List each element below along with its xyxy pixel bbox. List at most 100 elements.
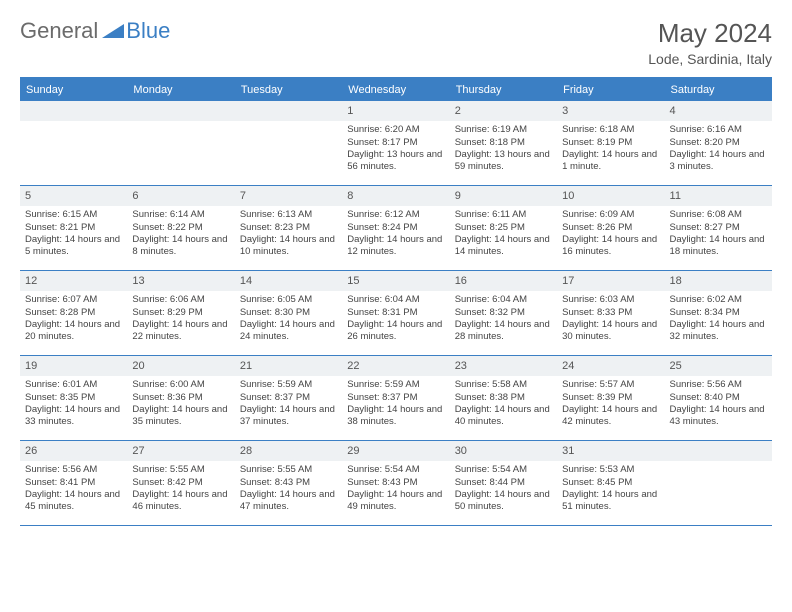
week-row: 19Sunrise: 6:01 AMSunset: 8:35 PMDayligh… <box>20 356 772 441</box>
logo: General Blue <box>20 18 170 44</box>
day-number <box>665 441 772 461</box>
day-content: Sunrise: 5:58 AMSunset: 8:38 PMDaylight:… <box>450 376 557 434</box>
day-cell: 31Sunrise: 5:53 AMSunset: 8:45 PMDayligh… <box>557 441 664 525</box>
day-header: Wednesday <box>342 79 449 101</box>
day-content: Sunrise: 6:11 AMSunset: 8:25 PMDaylight:… <box>450 206 557 264</box>
day-content: Sunrise: 6:04 AMSunset: 8:32 PMDaylight:… <box>450 291 557 349</box>
day-content: Sunrise: 6:03 AMSunset: 8:33 PMDaylight:… <box>557 291 664 349</box>
day-number: 30 <box>450 441 557 461</box>
day-cell: 10Sunrise: 6:09 AMSunset: 8:26 PMDayligh… <box>557 186 664 270</box>
day-header-row: SundayMondayTuesdayWednesdayThursdayFrid… <box>20 79 772 101</box>
day-cell <box>665 441 772 525</box>
day-cell: 20Sunrise: 6:00 AMSunset: 8:36 PMDayligh… <box>127 356 234 440</box>
day-number: 12 <box>20 271 127 291</box>
day-number: 20 <box>127 356 234 376</box>
day-cell: 23Sunrise: 5:58 AMSunset: 8:38 PMDayligh… <box>450 356 557 440</box>
day-cell <box>20 101 127 185</box>
day-content: Sunrise: 5:54 AMSunset: 8:43 PMDaylight:… <box>342 461 449 519</box>
day-number: 1 <box>342 101 449 121</box>
day-header: Sunday <box>20 79 127 101</box>
day-cell: 15Sunrise: 6:04 AMSunset: 8:31 PMDayligh… <box>342 271 449 355</box>
day-number: 11 <box>665 186 772 206</box>
day-content: Sunrise: 5:59 AMSunset: 8:37 PMDaylight:… <box>235 376 342 434</box>
day-cell: 17Sunrise: 6:03 AMSunset: 8:33 PMDayligh… <box>557 271 664 355</box>
day-number: 3 <box>557 101 664 121</box>
day-number: 14 <box>235 271 342 291</box>
day-content: Sunrise: 6:05 AMSunset: 8:30 PMDaylight:… <box>235 291 342 349</box>
day-number: 7 <box>235 186 342 206</box>
day-number: 8 <box>342 186 449 206</box>
day-cell: 30Sunrise: 5:54 AMSunset: 8:44 PMDayligh… <box>450 441 557 525</box>
day-cell: 25Sunrise: 5:56 AMSunset: 8:40 PMDayligh… <box>665 356 772 440</box>
week-row: 26Sunrise: 5:56 AMSunset: 8:41 PMDayligh… <box>20 441 772 526</box>
weeks-container: 1Sunrise: 6:20 AMSunset: 8:17 PMDaylight… <box>20 101 772 526</box>
day-content: Sunrise: 6:07 AMSunset: 8:28 PMDaylight:… <box>20 291 127 349</box>
day-cell: 21Sunrise: 5:59 AMSunset: 8:37 PMDayligh… <box>235 356 342 440</box>
day-header: Friday <box>557 79 664 101</box>
day-cell: 26Sunrise: 5:56 AMSunset: 8:41 PMDayligh… <box>20 441 127 525</box>
day-number: 23 <box>450 356 557 376</box>
day-cell: 6Sunrise: 6:14 AMSunset: 8:22 PMDaylight… <box>127 186 234 270</box>
day-content: Sunrise: 5:56 AMSunset: 8:40 PMDaylight:… <box>665 376 772 434</box>
day-content: Sunrise: 6:08 AMSunset: 8:27 PMDaylight:… <box>665 206 772 264</box>
day-cell: 2Sunrise: 6:19 AMSunset: 8:18 PMDaylight… <box>450 101 557 185</box>
triangle-icon <box>102 22 124 41</box>
day-header: Saturday <box>665 79 772 101</box>
day-number: 18 <box>665 271 772 291</box>
day-number: 17 <box>557 271 664 291</box>
day-cell: 13Sunrise: 6:06 AMSunset: 8:29 PMDayligh… <box>127 271 234 355</box>
day-number: 27 <box>127 441 234 461</box>
day-cell: 27Sunrise: 5:55 AMSunset: 8:42 PMDayligh… <box>127 441 234 525</box>
week-row: 1Sunrise: 6:20 AMSunset: 8:17 PMDaylight… <box>20 101 772 186</box>
week-row: 5Sunrise: 6:15 AMSunset: 8:21 PMDaylight… <box>20 186 772 271</box>
header: General Blue May 2024 Lode, Sardinia, It… <box>20 18 772 67</box>
day-number: 5 <box>20 186 127 206</box>
day-number: 4 <box>665 101 772 121</box>
day-cell: 12Sunrise: 6:07 AMSunset: 8:28 PMDayligh… <box>20 271 127 355</box>
day-number: 26 <box>20 441 127 461</box>
day-cell: 3Sunrise: 6:18 AMSunset: 8:19 PMDaylight… <box>557 101 664 185</box>
day-cell: 1Sunrise: 6:20 AMSunset: 8:17 PMDaylight… <box>342 101 449 185</box>
day-number: 22 <box>342 356 449 376</box>
day-cell: 16Sunrise: 6:04 AMSunset: 8:32 PMDayligh… <box>450 271 557 355</box>
day-cell: 9Sunrise: 6:11 AMSunset: 8:25 PMDaylight… <box>450 186 557 270</box>
day-number: 29 <box>342 441 449 461</box>
week-row: 12Sunrise: 6:07 AMSunset: 8:28 PMDayligh… <box>20 271 772 356</box>
day-content: Sunrise: 6:00 AMSunset: 8:36 PMDaylight:… <box>127 376 234 434</box>
day-header: Tuesday <box>235 79 342 101</box>
day-content: Sunrise: 6:14 AMSunset: 8:22 PMDaylight:… <box>127 206 234 264</box>
day-content: Sunrise: 6:04 AMSunset: 8:31 PMDaylight:… <box>342 291 449 349</box>
day-number: 9 <box>450 186 557 206</box>
day-number: 16 <box>450 271 557 291</box>
day-number: 21 <box>235 356 342 376</box>
day-number: 15 <box>342 271 449 291</box>
day-content: Sunrise: 6:18 AMSunset: 8:19 PMDaylight:… <box>557 121 664 179</box>
day-content: Sunrise: 6:13 AMSunset: 8:23 PMDaylight:… <box>235 206 342 264</box>
day-number: 13 <box>127 271 234 291</box>
day-header: Thursday <box>450 79 557 101</box>
calendar-grid: SundayMondayTuesdayWednesdayThursdayFrid… <box>20 77 772 526</box>
day-number: 28 <box>235 441 342 461</box>
day-cell: 5Sunrise: 6:15 AMSunset: 8:21 PMDaylight… <box>20 186 127 270</box>
day-content: Sunrise: 5:54 AMSunset: 8:44 PMDaylight:… <box>450 461 557 519</box>
day-content: Sunrise: 5:55 AMSunset: 8:42 PMDaylight:… <box>127 461 234 519</box>
day-content: Sunrise: 5:53 AMSunset: 8:45 PMDaylight:… <box>557 461 664 519</box>
day-number: 19 <box>20 356 127 376</box>
day-number: 25 <box>665 356 772 376</box>
day-cell: 29Sunrise: 5:54 AMSunset: 8:43 PMDayligh… <box>342 441 449 525</box>
day-cell: 24Sunrise: 5:57 AMSunset: 8:39 PMDayligh… <box>557 356 664 440</box>
day-cell <box>235 101 342 185</box>
day-cell <box>127 101 234 185</box>
day-number <box>20 101 127 121</box>
day-cell: 28Sunrise: 5:55 AMSunset: 8:43 PMDayligh… <box>235 441 342 525</box>
day-content: Sunrise: 5:56 AMSunset: 8:41 PMDaylight:… <box>20 461 127 519</box>
day-content: Sunrise: 6:02 AMSunset: 8:34 PMDaylight:… <box>665 291 772 349</box>
day-content: Sunrise: 6:15 AMSunset: 8:21 PMDaylight:… <box>20 206 127 264</box>
day-number: 2 <box>450 101 557 121</box>
day-content: Sunrise: 5:55 AMSunset: 8:43 PMDaylight:… <box>235 461 342 519</box>
day-number: 31 <box>557 441 664 461</box>
day-cell: 8Sunrise: 6:12 AMSunset: 8:24 PMDaylight… <box>342 186 449 270</box>
day-cell: 22Sunrise: 5:59 AMSunset: 8:37 PMDayligh… <box>342 356 449 440</box>
day-content: Sunrise: 6:20 AMSunset: 8:17 PMDaylight:… <box>342 121 449 179</box>
day-cell: 19Sunrise: 6:01 AMSunset: 8:35 PMDayligh… <box>20 356 127 440</box>
